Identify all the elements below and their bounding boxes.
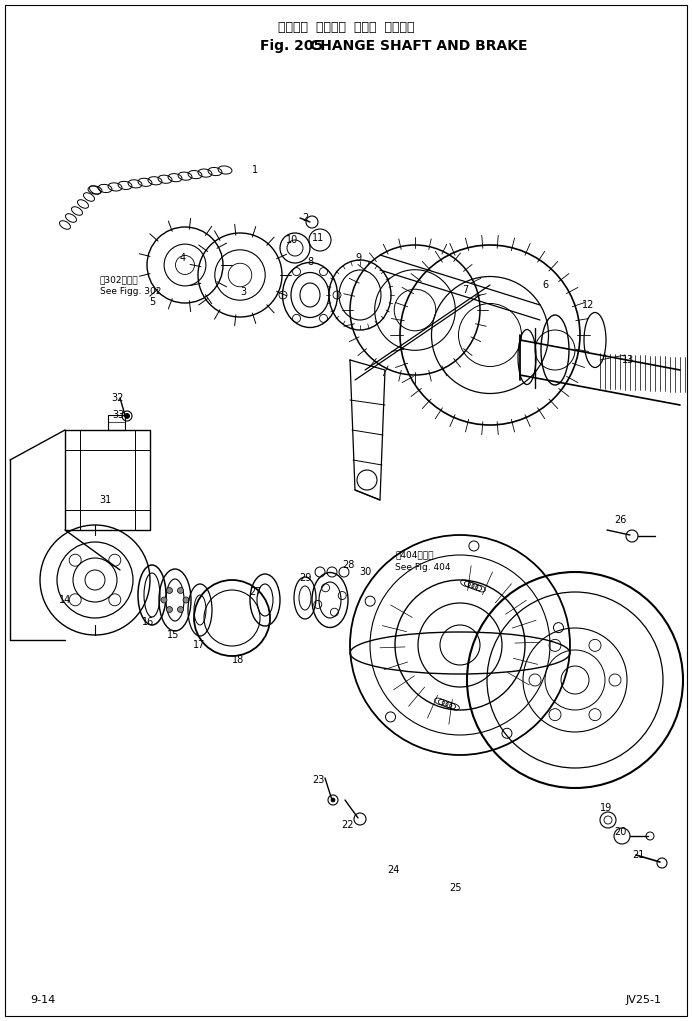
Circle shape xyxy=(178,606,183,613)
Text: JV25-1: JV25-1 xyxy=(626,995,662,1005)
Text: See Fig. 404: See Fig. 404 xyxy=(395,564,450,573)
Circle shape xyxy=(178,587,183,593)
Text: 9-14: 9-14 xyxy=(30,995,55,1005)
Text: 20: 20 xyxy=(614,827,626,837)
Text: 14: 14 xyxy=(59,595,71,605)
Text: 27: 27 xyxy=(248,587,262,597)
Circle shape xyxy=(183,597,189,603)
Text: 11: 11 xyxy=(312,233,324,243)
Text: 15: 15 xyxy=(167,630,179,640)
Text: チェンジ  シャフト  および  ブレーキ: チェンジ シャフト および ブレーキ xyxy=(277,21,415,35)
Text: 5: 5 xyxy=(149,297,155,307)
Text: 16: 16 xyxy=(142,617,154,627)
Circle shape xyxy=(167,606,172,613)
Text: 26: 26 xyxy=(614,515,626,525)
Text: 12: 12 xyxy=(582,300,594,310)
Text: 2: 2 xyxy=(302,213,308,223)
Text: 1: 1 xyxy=(252,165,258,175)
Text: 31: 31 xyxy=(99,495,111,505)
Text: 22: 22 xyxy=(342,820,354,830)
Text: 10: 10 xyxy=(286,235,298,245)
Text: 18: 18 xyxy=(232,655,244,665)
Text: 24: 24 xyxy=(387,865,399,875)
Text: 4: 4 xyxy=(180,253,186,263)
Text: 8: 8 xyxy=(307,257,313,268)
Text: 21: 21 xyxy=(632,850,644,860)
Text: 23: 23 xyxy=(312,775,324,785)
Circle shape xyxy=(167,587,172,593)
Text: 9: 9 xyxy=(355,253,361,263)
Circle shape xyxy=(331,798,335,803)
Circle shape xyxy=(161,597,167,603)
Text: CHANGE SHAFT AND BRAKE: CHANGE SHAFT AND BRAKE xyxy=(310,39,527,53)
Text: 17: 17 xyxy=(193,640,206,650)
Text: 33: 33 xyxy=(112,410,124,420)
Text: 13: 13 xyxy=(622,355,634,364)
Text: 29: 29 xyxy=(299,573,311,583)
Text: 19: 19 xyxy=(600,803,612,813)
Text: 第302図参照: 第302図参照 xyxy=(100,276,138,285)
Text: 28: 28 xyxy=(342,560,354,570)
Text: Fig. 205: Fig. 205 xyxy=(260,39,323,53)
Text: 32: 32 xyxy=(112,393,124,403)
Circle shape xyxy=(125,414,129,419)
Text: 7: 7 xyxy=(462,285,468,295)
Text: 25: 25 xyxy=(448,883,462,893)
Text: 30: 30 xyxy=(359,567,371,577)
Text: 3: 3 xyxy=(240,287,246,297)
Text: 第404図参照: 第404図参照 xyxy=(395,550,433,560)
Text: See Figg. 302: See Figg. 302 xyxy=(100,288,161,296)
Text: 6: 6 xyxy=(542,280,548,290)
